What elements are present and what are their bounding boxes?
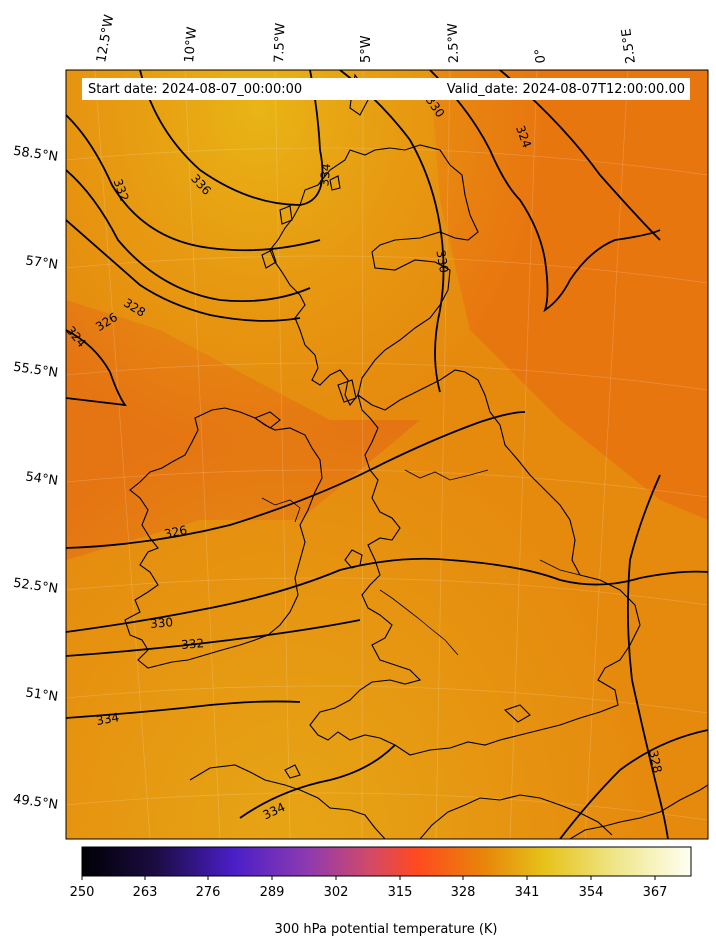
longitude-label: 2.5°E [619,27,639,64]
colorbar-tick: 367 [643,885,668,900]
longitude-label: 0° [533,48,549,64]
colorbar-tick: 263 [133,885,158,900]
latitude-label: 54°N [24,470,59,489]
potential-temperature-field [66,70,708,839]
contour-label: 334 [95,710,120,728]
colorbar-tick: 354 [579,885,604,900]
contour-label: 332 [181,636,205,652]
contour-label: 330 [150,615,174,631]
longitude-axis: 12.5°W 10°W 7.5°W 5°W 2.5°W 0° 2.5°E [94,13,639,64]
date-header: Start date: 2024-08-07_00:00:00 Valid_da… [82,78,690,100]
latitude-label: 49.5°N [12,792,59,813]
contour-label: 334 [317,163,333,187]
longitude-label: 5°W [359,35,374,63]
colorbar-tick: 328 [451,885,476,900]
contour-label: 326 [163,523,188,541]
longitude-label: 2.5°W [446,23,462,64]
latitude-label: 55.5°N [12,360,59,381]
borders [261,469,581,656]
colorbar-tick: 315 [388,885,413,900]
colorbar-tick: 250 [70,885,95,900]
colorbar-tick: 276 [196,885,221,900]
longitude-label: 7.5°W [272,22,288,63]
contour-label: 330 [433,249,451,274]
latitude-label: 51°N [24,686,59,705]
contour-label: 328 [646,749,664,774]
colorbar-tick: 341 [515,885,540,900]
colorbar-gradient [81,846,692,877]
map-frame [65,69,709,840]
colorbar-label: 300 hPa potential temperature (K) [274,922,497,937]
latitude-label: 58.5°N [12,144,59,165]
start-date-text: Start date: 2024-08-07_00:00:00 [88,82,302,97]
longitude-label: 12.5°W [94,13,117,63]
valid-date-text: Valid_date: 2024-08-07T12:00:00.00 [447,82,685,97]
latitude-label: 57°N [24,254,59,273]
colorbar-tick: 302 [324,885,349,900]
latitude-label: 52.5°N [12,576,59,597]
longitude-label: 10°W [182,26,200,63]
latitude-axis: 58.5°N 57°N 55.5°N 54°N 52.5°N 51°N 49.5… [12,144,59,813]
colorbar: 250 263 276 289 302 315 328 341 354 367 … [70,846,692,937]
colorbar-tick: 289 [260,885,285,900]
isentrope-contours [66,70,708,839]
